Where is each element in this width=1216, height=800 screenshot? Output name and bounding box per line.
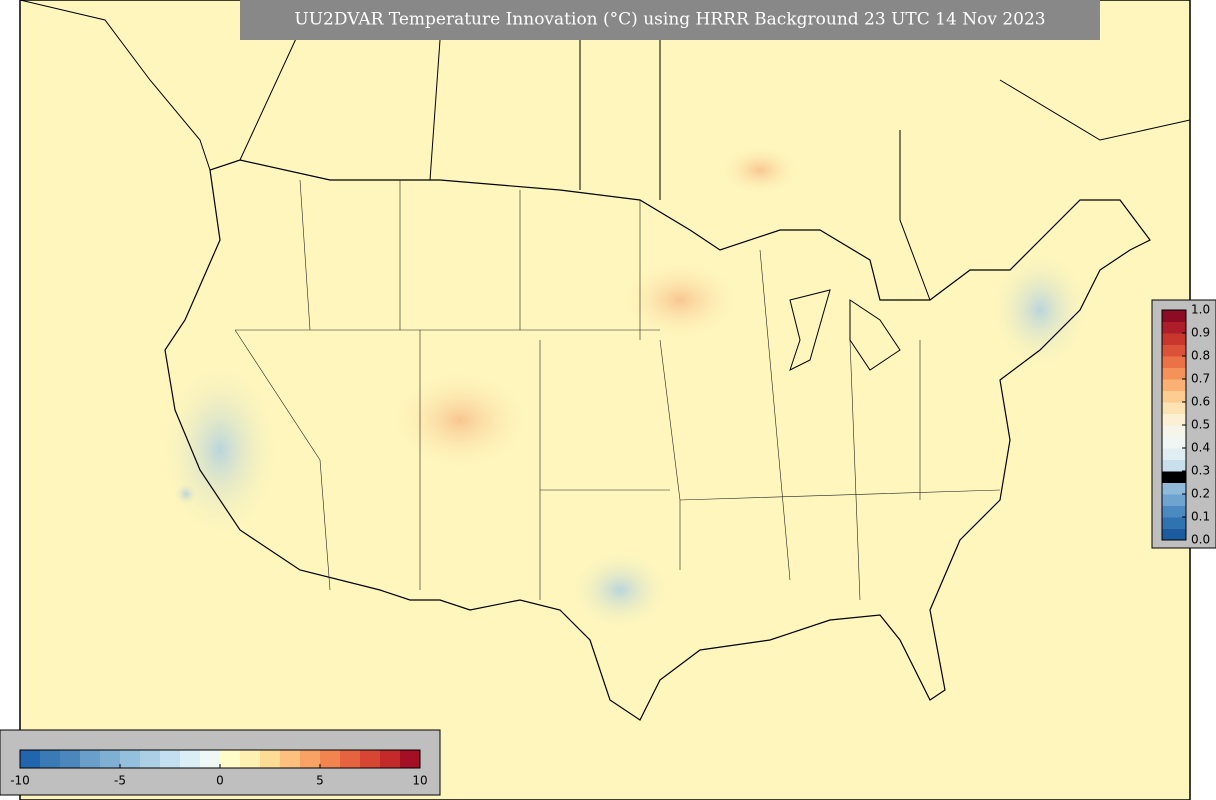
colorbar-swatch <box>380 750 401 768</box>
colorbar-swatch <box>1162 425 1186 437</box>
shading <box>174 482 198 506</box>
great-lakes <box>789 289 901 371</box>
tick-label: -5 <box>114 774 126 788</box>
colorbar-swatch <box>1162 448 1186 460</box>
colorbar-swatch <box>1162 402 1186 414</box>
colorbar-swatch <box>100 750 121 768</box>
tick-label: 0.1 <box>1191 510 1210 524</box>
colorbar-swatch <box>1162 367 1186 380</box>
colorbar-bottom: -10 -5 0 5 10 <box>10 749 428 788</box>
colorbar-swatch <box>240 750 261 768</box>
coastline <box>164 159 1151 721</box>
colorbar-swatch <box>260 750 281 768</box>
state-borders <box>234 179 1001 601</box>
colorbar-swatch <box>1162 321 1186 334</box>
shading <box>570 550 670 630</box>
colorbar-swatch <box>320 750 341 768</box>
colorbar-swatch <box>180 750 201 768</box>
colorbar-swatch <box>60 750 81 768</box>
colorbar-swatch <box>140 750 161 768</box>
colorbar-swatch <box>400 750 421 768</box>
tick-label: 0.2 <box>1191 487 1210 501</box>
shading <box>160 360 280 540</box>
shading <box>620 260 740 340</box>
colorbar-right: 0.0 0.1 0.2 0.3 0.4 0.5 0.6 0.7 0.8 0.9 1.0 <box>1161 303 1210 547</box>
shading <box>720 145 800 195</box>
colorbar-swatch <box>1162 505 1186 518</box>
tick-label: -10 <box>10 774 30 788</box>
tick-label: 0.8 <box>1191 349 1210 363</box>
colorbar-swatch <box>1162 344 1186 357</box>
colorbar-swatch <box>1162 436 1186 449</box>
colorbar-swatch <box>220 750 241 768</box>
colorbar-swatch <box>1162 528 1186 541</box>
tick-label: 10 <box>412 774 427 788</box>
map-area <box>19 0 1191 800</box>
colorbar-swatch <box>1162 482 1186 495</box>
colorbar-swatch <box>340 750 361 768</box>
tick-label: 0.6 <box>1191 395 1210 409</box>
colorbar-swatch <box>1162 413 1186 426</box>
colorbar-swatch <box>120 750 141 768</box>
title: UU2DVAR Temperature Innovation (°C) usin… <box>294 10 1045 30</box>
colorbar-swatch <box>160 750 181 768</box>
colorbar-swatch <box>1162 310 1186 322</box>
tick-label: 0.7 <box>1191 372 1210 386</box>
colorbar-swatch <box>1162 459 1186 472</box>
colorbar-swatch <box>1162 390 1186 403</box>
colorbar-swatch <box>1162 356 1186 368</box>
tick-label: 0.3 <box>1191 464 1210 478</box>
tick-label: 1.0 <box>1191 303 1210 317</box>
title-box <box>240 0 1100 40</box>
colorbar-swatch <box>1162 333 1186 345</box>
colorbar-swatch <box>20 750 41 768</box>
tick-label: 0.5 <box>1191 418 1210 432</box>
colorbar-swatch <box>1162 471 1186 483</box>
colorbar-swatch <box>80 750 101 768</box>
colorbar-swatch <box>1162 517 1186 529</box>
tick-label: 0.0 <box>1191 533 1210 547</box>
tick-label: 0 <box>216 774 224 788</box>
tick-label: 0.9 <box>1191 326 1210 340</box>
tick-label: 0.4 <box>1191 441 1210 455</box>
shading <box>390 370 530 470</box>
shading <box>990 250 1090 370</box>
colorbar-swatch <box>360 750 381 768</box>
colorbar-swatch <box>280 750 301 768</box>
colorbar-swatch <box>1162 494 1186 506</box>
colorbar-swatch <box>1162 379 1186 391</box>
colorbar-swatch <box>300 750 321 768</box>
colorbar-swatch <box>40 750 61 768</box>
tick-label: 5 <box>316 774 324 788</box>
colorbar-swatch <box>200 750 221 768</box>
